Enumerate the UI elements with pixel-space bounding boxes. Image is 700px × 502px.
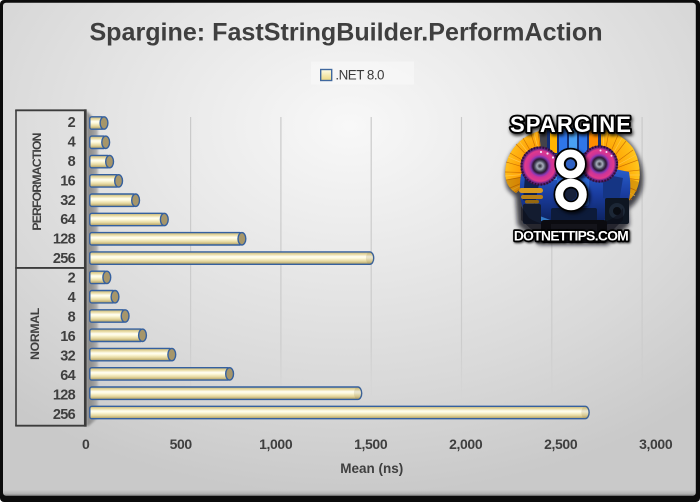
svg-text:PERFORMACTION: PERFORMACTION — [30, 133, 44, 230]
svg-text:.NET 8.0: .NET 8.0 — [335, 68, 384, 83]
svg-text:128: 128 — [53, 232, 76, 248]
svg-text:Spargine: FastStringBuilder.Pe: Spargine: FastStringBuilder.PerformActio… — [89, 19, 602, 47]
svg-text:64: 64 — [60, 212, 75, 228]
svg-text:256: 256 — [53, 407, 76, 423]
svg-text:0: 0 — [82, 436, 90, 452]
svg-text:2: 2 — [68, 115, 76, 131]
svg-text:4: 4 — [68, 290, 76, 306]
svg-text:1,000: 1,000 — [259, 436, 293, 452]
svg-text:3,000: 3,000 — [639, 436, 673, 452]
svg-text:SPARGINE: SPARGINE — [510, 112, 632, 137]
svg-text:2,000: 2,000 — [449, 436, 483, 452]
svg-text:NORMAL: NORMAL — [28, 307, 42, 360]
svg-text:2,500: 2,500 — [544, 436, 578, 452]
svg-text:4: 4 — [68, 134, 76, 150]
svg-text:32: 32 — [60, 193, 75, 209]
svg-text:Mean (ns): Mean (ns) — [340, 461, 403, 476]
svg-text:2: 2 — [68, 271, 76, 287]
svg-text:16: 16 — [60, 173, 75, 189]
svg-text:16: 16 — [60, 329, 75, 345]
svg-text:DOTNETTIPS.COM: DOTNETTIPS.COM — [514, 229, 628, 244]
svg-text:128: 128 — [53, 387, 76, 403]
svg-text:1,500: 1,500 — [354, 436, 388, 452]
svg-text:64: 64 — [60, 368, 75, 384]
svg-text:8: 8 — [68, 310, 76, 326]
svg-text:32: 32 — [60, 348, 75, 364]
svg-text:500: 500 — [170, 436, 193, 452]
svg-text:8: 8 — [68, 154, 76, 170]
svg-text:256: 256 — [53, 251, 76, 267]
